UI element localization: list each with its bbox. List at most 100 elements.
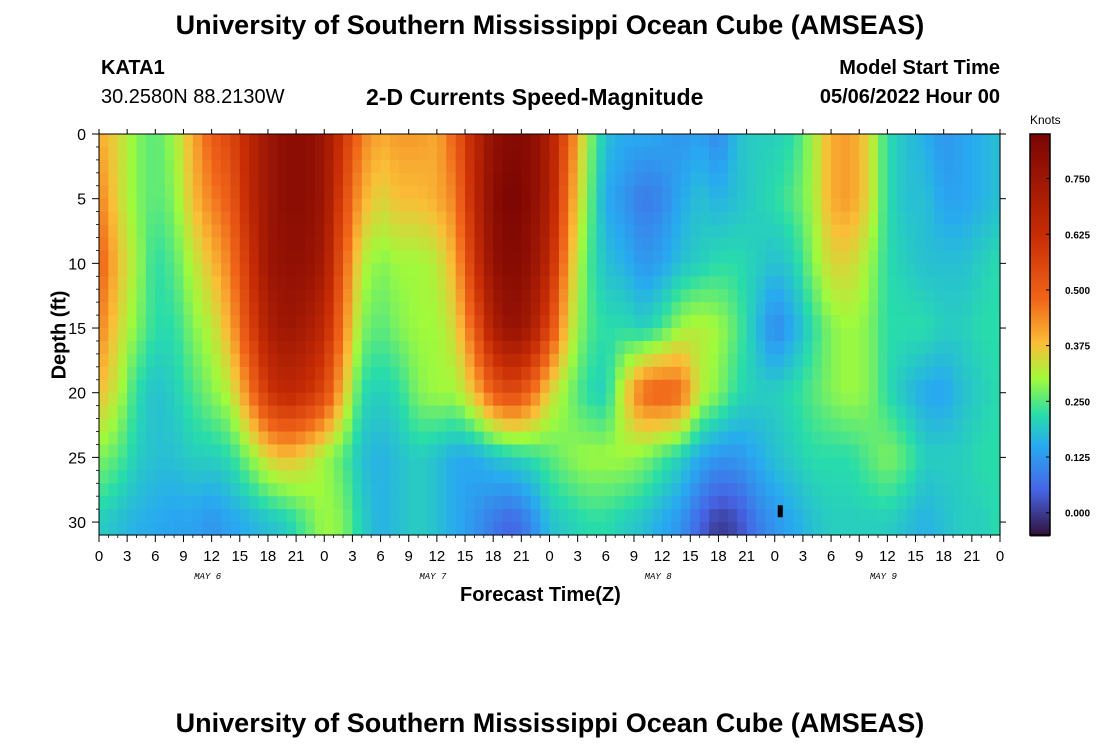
heatmap-cell bbox=[427, 134, 438, 148]
heatmap-cell bbox=[305, 146, 316, 161]
heatmap-cell bbox=[408, 340, 419, 355]
heatmap-cell bbox=[812, 237, 823, 252]
heatmap-cell bbox=[183, 315, 194, 329]
heatmap-cell bbox=[662, 366, 673, 381]
heatmap-cell bbox=[962, 431, 973, 446]
heatmap-cell bbox=[389, 392, 400, 407]
heatmap-cell bbox=[202, 366, 213, 381]
heatmap-cell bbox=[718, 340, 729, 355]
heatmap-cell bbox=[633, 250, 644, 264]
heatmap-cell bbox=[183, 250, 194, 264]
heatmap-cell bbox=[493, 366, 504, 381]
heatmap-cell bbox=[155, 250, 166, 264]
heatmap-cell bbox=[267, 405, 278, 420]
heatmap-cell bbox=[521, 509, 532, 523]
heatmap-cell bbox=[418, 134, 429, 148]
heatmap-cell bbox=[324, 146, 335, 161]
heatmap-cell bbox=[915, 224, 926, 239]
heatmap-cell bbox=[258, 172, 269, 187]
heatmap-cell bbox=[662, 405, 673, 420]
heatmap-cell bbox=[831, 302, 842, 316]
heatmap-cell bbox=[277, 366, 288, 381]
heatmap-cell bbox=[314, 289, 325, 303]
colorbar-swatch bbox=[1030, 140, 1050, 143]
heatmap-cell bbox=[408, 146, 419, 161]
heatmap-cell bbox=[971, 496, 982, 510]
heatmap-cell bbox=[587, 457, 598, 471]
heatmap-cell bbox=[596, 366, 607, 381]
heatmap-cell bbox=[615, 159, 626, 174]
heatmap-cell bbox=[136, 379, 147, 394]
heatmap-cell bbox=[812, 418, 823, 433]
heatmap-cell bbox=[680, 392, 691, 407]
heatmap-cell bbox=[596, 457, 607, 471]
heatmap-cell bbox=[877, 315, 888, 329]
colorbar-swatch bbox=[1030, 178, 1050, 181]
heatmap-cell bbox=[183, 340, 194, 355]
heatmap-cell bbox=[849, 263, 860, 277]
heatmap-cell bbox=[549, 470, 560, 484]
heatmap-cell bbox=[962, 146, 973, 161]
heatmap-cell bbox=[511, 392, 522, 407]
heatmap-cell bbox=[511, 353, 522, 368]
heatmap-cell bbox=[934, 224, 945, 239]
heatmap-cell bbox=[549, 457, 560, 471]
heatmap-cell bbox=[202, 315, 213, 329]
heatmap-cell bbox=[174, 470, 185, 484]
heatmap-cell bbox=[108, 172, 119, 187]
heatmap-cell bbox=[849, 328, 860, 342]
heatmap-cell bbox=[239, 263, 250, 277]
heatmap-cell bbox=[793, 146, 804, 161]
heatmap-cell bbox=[117, 496, 128, 510]
heatmap-cell bbox=[587, 134, 598, 148]
heatmap-cell bbox=[117, 366, 128, 381]
heatmap-cell bbox=[465, 340, 476, 355]
heatmap-cell bbox=[774, 302, 785, 316]
heatmap-cell bbox=[174, 250, 185, 264]
heatmap-cell bbox=[174, 457, 185, 471]
heatmap-cell bbox=[793, 159, 804, 174]
heatmap-cell bbox=[540, 159, 551, 174]
heatmap-cell bbox=[774, 289, 785, 303]
heatmap-cell bbox=[380, 263, 391, 277]
heatmap-cell bbox=[896, 392, 907, 407]
heatmap-cell bbox=[343, 211, 354, 226]
heatmap-cell bbox=[211, 483, 222, 497]
heatmap-cell bbox=[746, 509, 757, 523]
heatmap-cell bbox=[408, 522, 419, 536]
heatmap-cell bbox=[333, 522, 344, 536]
heatmap-cell bbox=[352, 444, 363, 458]
heatmap-cell bbox=[615, 302, 626, 316]
heatmap-cell bbox=[990, 134, 1001, 148]
heatmap-cell bbox=[596, 263, 607, 277]
heatmap-cell bbox=[962, 470, 973, 484]
heatmap-cell bbox=[361, 276, 372, 290]
heatmap-cell bbox=[249, 418, 260, 433]
heatmap-cell bbox=[343, 509, 354, 523]
page-title: University of Southern Mississippi Ocean… bbox=[175, 10, 925, 40]
heatmap-cell bbox=[577, 392, 588, 407]
heatmap-cell bbox=[174, 496, 185, 510]
heatmap-cell bbox=[221, 496, 231, 510]
heatmap-cell bbox=[793, 263, 804, 277]
heatmap-cell bbox=[924, 379, 935, 394]
heatmap-cell bbox=[267, 289, 278, 303]
heatmap-cell bbox=[418, 470, 429, 484]
heatmap-cell bbox=[117, 198, 128, 213]
heatmap-cell bbox=[633, 496, 644, 510]
heatmap-cell bbox=[211, 198, 222, 213]
heatmap-cell bbox=[727, 185, 738, 200]
heatmap-cell bbox=[174, 509, 185, 523]
x-tick-label: 15 bbox=[457, 548, 474, 565]
heatmap-cell bbox=[915, 263, 926, 277]
heatmap-cell bbox=[361, 457, 372, 471]
heatmap-cell bbox=[511, 496, 522, 510]
heatmap-cell bbox=[164, 146, 175, 161]
heatmap-cell bbox=[774, 366, 785, 381]
colorbar-swatch bbox=[1030, 528, 1050, 531]
heatmap-cell bbox=[333, 431, 344, 446]
heatmap-cell bbox=[436, 418, 447, 433]
heatmap-cell bbox=[981, 392, 992, 407]
heatmap-cell bbox=[587, 211, 598, 226]
heatmap-cell bbox=[915, 198, 926, 213]
